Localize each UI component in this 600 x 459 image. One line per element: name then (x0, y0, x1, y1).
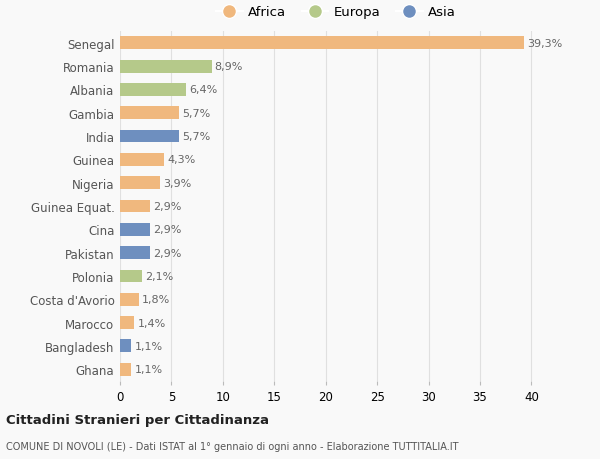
Text: 2,9%: 2,9% (153, 202, 181, 212)
Text: 1,1%: 1,1% (134, 341, 163, 351)
Bar (120, 363, 131, 376)
Text: COMUNE DI NOVOLI (LE) - Dati ISTAT al 1° gennaio di ogni anno - Elaborazione TUT: COMUNE DI NOVOLI (LE) - Dati ISTAT al 1°… (6, 441, 458, 451)
Bar (120, 340, 131, 353)
Legend: Africa, Europa, Asia: Africa, Europa, Asia (214, 4, 458, 22)
Bar (120, 246, 150, 259)
Text: 39,3%: 39,3% (527, 39, 563, 49)
Text: Cittadini Stranieri per Cittadinanza: Cittadini Stranieri per Cittadinanza (6, 413, 269, 426)
Bar (120, 84, 186, 97)
Text: 5,7%: 5,7% (182, 108, 210, 118)
Text: 2,1%: 2,1% (145, 271, 173, 281)
Bar (120, 37, 524, 50)
Text: 3,9%: 3,9% (163, 178, 191, 188)
Bar (120, 270, 142, 283)
Bar (120, 61, 212, 73)
Bar (120, 177, 160, 190)
Bar (120, 200, 150, 213)
Text: 1,4%: 1,4% (137, 318, 166, 328)
Text: 1,8%: 1,8% (142, 295, 170, 305)
Bar (120, 130, 179, 143)
Text: 8,9%: 8,9% (215, 62, 243, 72)
Bar (120, 316, 134, 329)
Text: 5,7%: 5,7% (182, 132, 210, 142)
Bar (120, 154, 164, 167)
Text: 2,9%: 2,9% (153, 248, 181, 258)
Text: 1,1%: 1,1% (134, 364, 163, 375)
Bar (120, 107, 179, 120)
Text: 6,4%: 6,4% (189, 85, 217, 95)
Text: 4,3%: 4,3% (167, 155, 196, 165)
Text: 2,9%: 2,9% (153, 225, 181, 235)
Bar (120, 224, 150, 236)
Bar (120, 293, 139, 306)
